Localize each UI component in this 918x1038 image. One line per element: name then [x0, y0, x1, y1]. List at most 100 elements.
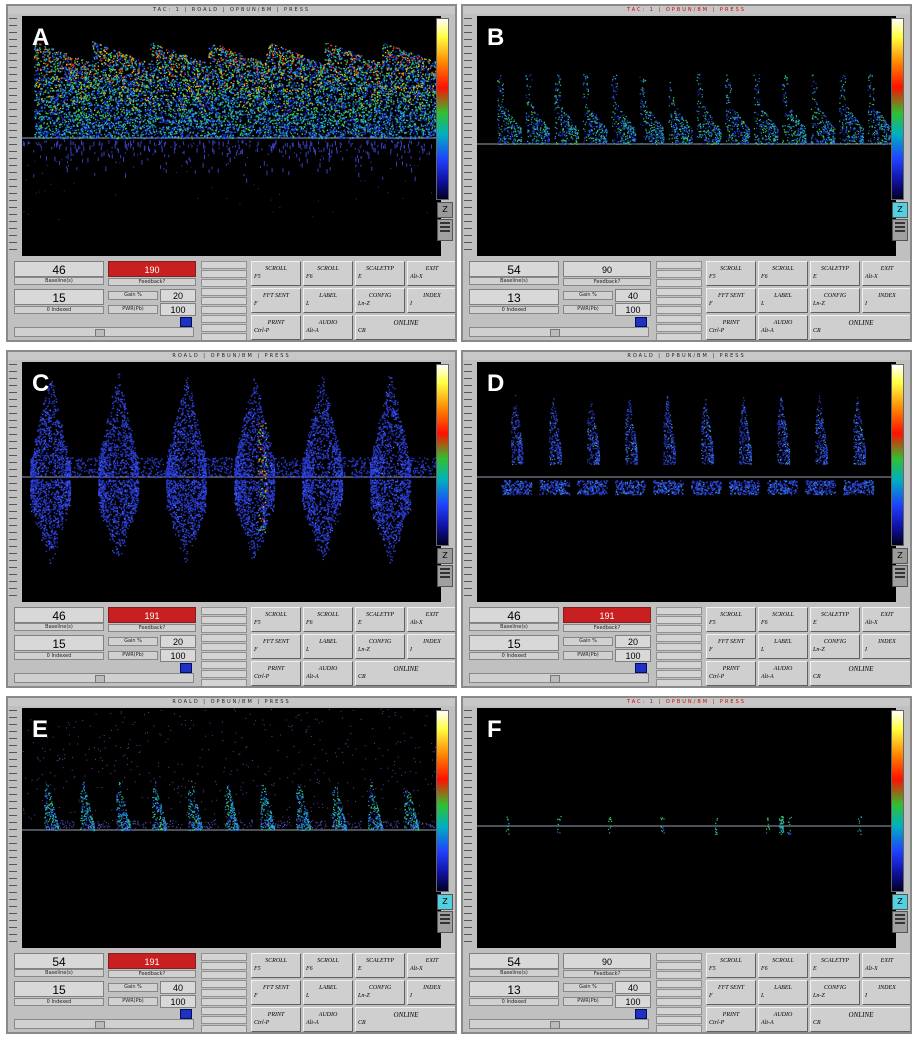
spectral-pixel [192, 103, 194, 106]
spectral-pixel [169, 101, 172, 103]
spectral-pixel [116, 80, 118, 82]
spectral-pixel [94, 42, 96, 44]
spectral-pixel [232, 123, 234, 125]
spectral-pixel [253, 63, 255, 65]
spectral-pixel [121, 126, 124, 128]
spectral-pixel [108, 113, 110, 116]
spectral-pixel [45, 48, 47, 50]
spectral-pixel [185, 128, 187, 130]
spectral-pixel [66, 108, 68, 110]
spectral-pixel [208, 47, 211, 50]
spectral-pixel [83, 125, 85, 128]
spectral-pixel [124, 101, 126, 103]
spectral-pixel [198, 94, 200, 97]
spectral-pixel [150, 91, 152, 93]
spectral-pixel [123, 118, 125, 120]
spectral-pixel [180, 121, 182, 124]
spectral-pixel [81, 77, 84, 80]
spectral-pixel [245, 134, 247, 136]
spectral-pixel [107, 107, 109, 110]
spectral-pixel [66, 105, 68, 108]
spectral-pixel [131, 91, 133, 93]
spectral-pixel [99, 55, 101, 58]
spectral-pixel [38, 91, 41, 93]
spectral-pixel [175, 120, 178, 123]
spectral-pixel [69, 136, 72, 139]
spectral-pixel [89, 79, 91, 82]
spectral-pixel [186, 101, 188, 104]
spectral-pixel [126, 80, 128, 82]
spectral-pixel [171, 57, 173, 59]
spectral-pixel [86, 80, 88, 82]
spectral-pixel [188, 84, 191, 86]
spectral-pixel [124, 55, 126, 57]
spectral-pixel [138, 109, 141, 111]
spectral-pixel [82, 130, 84, 133]
spectral-pixel [243, 137, 245, 139]
spectral-pixel [202, 69, 204, 71]
spectral-pixel [35, 70, 37, 72]
spectral-pixel [82, 77, 85, 79]
spectral-pixel [63, 118, 65, 120]
spectral-pixel [43, 123, 45, 126]
spectral-pixel [97, 51, 99, 53]
spectral-pixel [67, 121, 70, 123]
spectral-pixel [168, 73, 171, 76]
spectral-pixel [172, 98, 175, 101]
spectral-pixel [104, 72, 107, 74]
spectral-pixel [56, 67, 59, 70]
spectral-pixel [81, 108, 83, 110]
spectral-pixel [56, 132, 59, 134]
spectral-pixel [184, 54, 186, 56]
spectral-pixel [84, 95, 86, 97]
spectral-pixel [222, 101, 224, 104]
spectral-pixel [253, 129, 256, 131]
spectral-pixel [121, 55, 123, 58]
spectral-pixel [50, 104, 52, 107]
spectral-pixel [158, 45, 160, 48]
scale-tick [9, 123, 17, 124]
spectral-pixel [146, 77, 149, 79]
spectral-pixel [144, 85, 146, 87]
spectral-pixel [157, 99, 159, 102]
spectral-pixel [148, 117, 151, 119]
spectral-pixel [42, 56, 44, 59]
spectral-pixel [104, 122, 107, 124]
spectral-pixel [106, 48, 108, 50]
spectral-pixel [72, 76, 74, 79]
spectral-pixel [177, 83, 180, 86]
spectral-pixel [47, 137, 49, 139]
spectral-pixel [130, 118, 132, 121]
spectral-pixel [169, 58, 172, 60]
spectral-pixel [55, 101, 57, 103]
spectral-pixel [97, 48, 99, 50]
spectral-pixel [163, 125, 165, 128]
spectral-pixel [114, 75, 116, 78]
spectral-pixel [153, 90, 156, 92]
spectral-pixel [84, 74, 86, 76]
spectral-pixel [207, 85, 209, 87]
spectral-pixel [124, 120, 126, 123]
spectral-pixel [112, 69, 114, 71]
spectral-pixel [144, 130, 147, 133]
spectral-pixel [38, 64, 40, 66]
spectral-pixel [184, 103, 186, 106]
spectral-pixel [93, 78, 95, 81]
spectral-pixel [145, 76, 147, 78]
spectral-pixel [42, 136, 45, 138]
spectral-pixel [146, 99, 148, 101]
spectral-pixel [114, 96, 117, 99]
spectral-pixel [74, 103, 76, 105]
spectral-pixel [137, 88, 139, 91]
spectral-pixel [47, 106, 50, 108]
spectral-pixel [153, 131, 156, 134]
spectral-pixel [130, 83, 132, 86]
spectral-pixel [91, 122, 93, 125]
spectral-pixel [75, 73, 77, 75]
spectral-pixel [123, 125, 125, 128]
spectral-pixel [43, 103, 45, 106]
spectral-pixel [50, 109, 52, 111]
spectral-pixel [249, 93, 252, 96]
spectral-pixel [40, 43, 42, 45]
spectral-pixel [82, 134, 84, 136]
